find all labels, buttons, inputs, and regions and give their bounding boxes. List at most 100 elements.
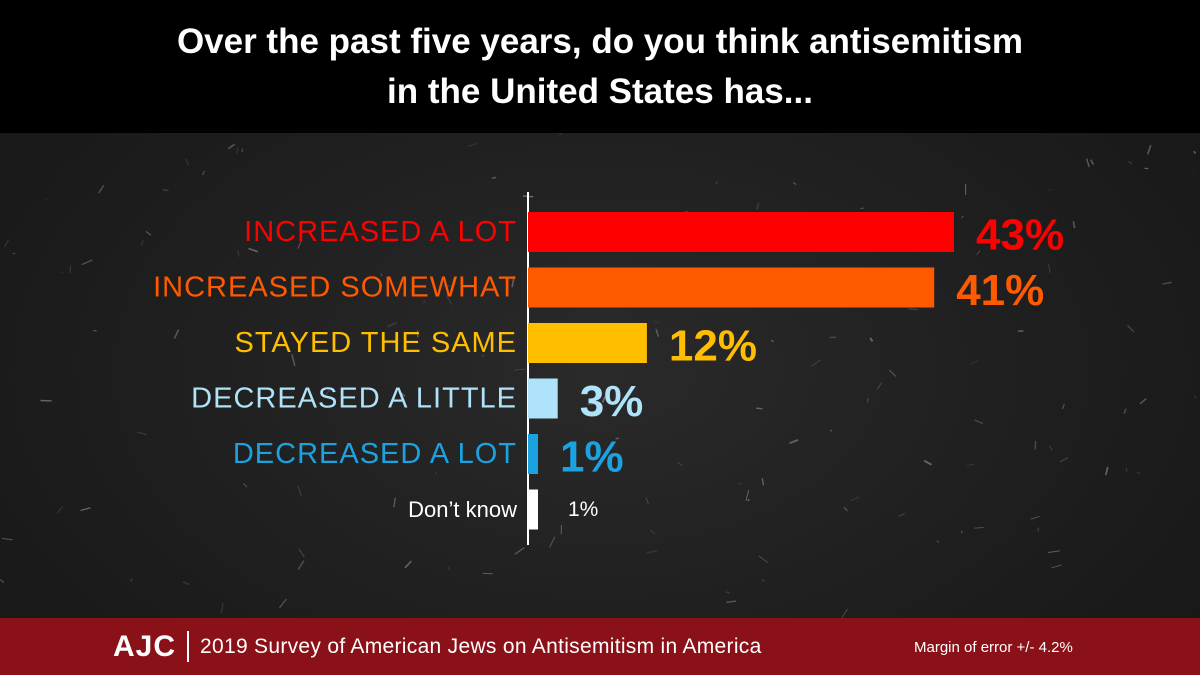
texture-speck xyxy=(380,273,383,277)
texture-speck xyxy=(387,322,398,328)
texture-speck xyxy=(923,459,932,466)
ajc-logo: AJC xyxy=(113,630,177,663)
texture-speck xyxy=(44,198,48,201)
bar xyxy=(528,267,935,308)
texture-speck xyxy=(227,143,236,150)
texture-speck xyxy=(936,540,940,544)
value-label: 3% xyxy=(580,377,644,426)
texture-speck xyxy=(1136,472,1141,475)
texture-speck xyxy=(297,560,305,571)
texture-speck xyxy=(587,402,597,406)
category-label: DECREASED A LOT xyxy=(233,438,517,470)
texture-speck xyxy=(756,407,763,410)
texture-speck xyxy=(653,320,661,324)
texture-speck xyxy=(236,147,239,155)
texture-speck xyxy=(1162,281,1172,285)
texture-speck xyxy=(98,185,105,194)
texture-speck xyxy=(1047,550,1060,554)
texture-speck xyxy=(140,240,144,246)
texture-speck xyxy=(185,158,190,166)
texture-speck xyxy=(1139,398,1147,405)
texture-speck xyxy=(725,591,730,594)
texture-speck xyxy=(491,176,497,180)
texture-speck xyxy=(1030,516,1040,520)
texture-speck xyxy=(80,507,91,512)
chart-title-line-1: Over the past five years, do you think a… xyxy=(176,21,1024,61)
texture-speck xyxy=(398,390,406,397)
texture-speck xyxy=(1123,408,1127,414)
texture-speck xyxy=(645,497,649,505)
texture-speck xyxy=(60,271,64,274)
texture-speck xyxy=(758,555,769,563)
texture-speck xyxy=(851,496,860,502)
texture-speck xyxy=(145,230,152,236)
category-label: INCREASED A LOT xyxy=(244,216,517,248)
bar xyxy=(528,434,538,474)
texture-speck xyxy=(646,549,658,555)
texture-speck xyxy=(173,329,180,339)
texture-speck xyxy=(237,250,240,257)
texture-speck xyxy=(220,602,224,614)
value-label: 1% xyxy=(568,498,598,521)
texture-speck xyxy=(325,386,333,396)
texture-speck xyxy=(789,439,799,445)
texture-speck xyxy=(393,497,396,508)
texture-speck xyxy=(738,482,743,485)
value-label: 12% xyxy=(669,322,757,371)
texture-speck xyxy=(0,579,5,584)
texture-speck xyxy=(761,477,765,486)
texture-speck xyxy=(655,328,660,337)
texture-speck xyxy=(81,259,93,266)
texture-speck xyxy=(1127,325,1135,333)
bar xyxy=(528,323,647,363)
value-label: 41% xyxy=(956,266,1044,315)
bar xyxy=(528,489,538,530)
texture-speck xyxy=(1048,264,1051,273)
texture-speck xyxy=(278,598,288,609)
texture-speck xyxy=(248,247,259,253)
margin-of-error: Margin of error +/- 4.2% xyxy=(914,639,1073,656)
texture-speck xyxy=(162,189,169,192)
survey-title: 2019 Survey of American Jews on Antisemi… xyxy=(200,635,762,658)
category-label: STAYED THE SAME xyxy=(235,327,518,359)
texture-speck xyxy=(747,498,750,502)
texture-speck xyxy=(1061,403,1065,410)
texture-speck xyxy=(481,354,485,357)
texture-speck xyxy=(93,329,97,332)
texture-speck xyxy=(423,299,426,304)
texture-speck xyxy=(867,398,869,403)
texture-speck xyxy=(970,359,980,365)
texture-speck xyxy=(715,181,718,185)
texture-speck xyxy=(404,560,412,569)
texture-speck xyxy=(297,485,302,497)
texture-speck xyxy=(898,513,905,517)
texture-speck xyxy=(792,182,797,186)
texture-speck xyxy=(1047,188,1054,191)
texture-speck xyxy=(3,239,10,248)
texture-speck xyxy=(446,295,453,305)
texture-speck xyxy=(1,537,13,541)
texture-speck xyxy=(558,133,563,135)
chart-title-line-2: in the United States has... xyxy=(387,71,813,111)
texture-speck xyxy=(974,419,984,425)
texture-speck xyxy=(1072,221,1076,229)
texture-speck xyxy=(130,578,133,582)
texture-speck xyxy=(966,464,975,466)
texture-speck xyxy=(615,437,619,440)
footer-bar: AJC 2019 Survey of American Jews on Anti… xyxy=(0,618,1200,675)
texture-speck xyxy=(1104,466,1109,476)
texture-speck xyxy=(298,548,305,558)
bar xyxy=(528,212,954,252)
value-label: 1% xyxy=(560,433,624,482)
texture-speck xyxy=(435,471,438,475)
texture-speck xyxy=(1144,167,1149,170)
texture-speck xyxy=(137,431,147,436)
texture-speck xyxy=(841,608,848,618)
texture-speck xyxy=(468,143,477,147)
chart-title: Over the past five years, do you think a… xyxy=(0,0,1200,133)
texture-speck xyxy=(811,359,822,367)
texture-speck xyxy=(1050,564,1062,569)
texture-speck xyxy=(56,506,64,514)
